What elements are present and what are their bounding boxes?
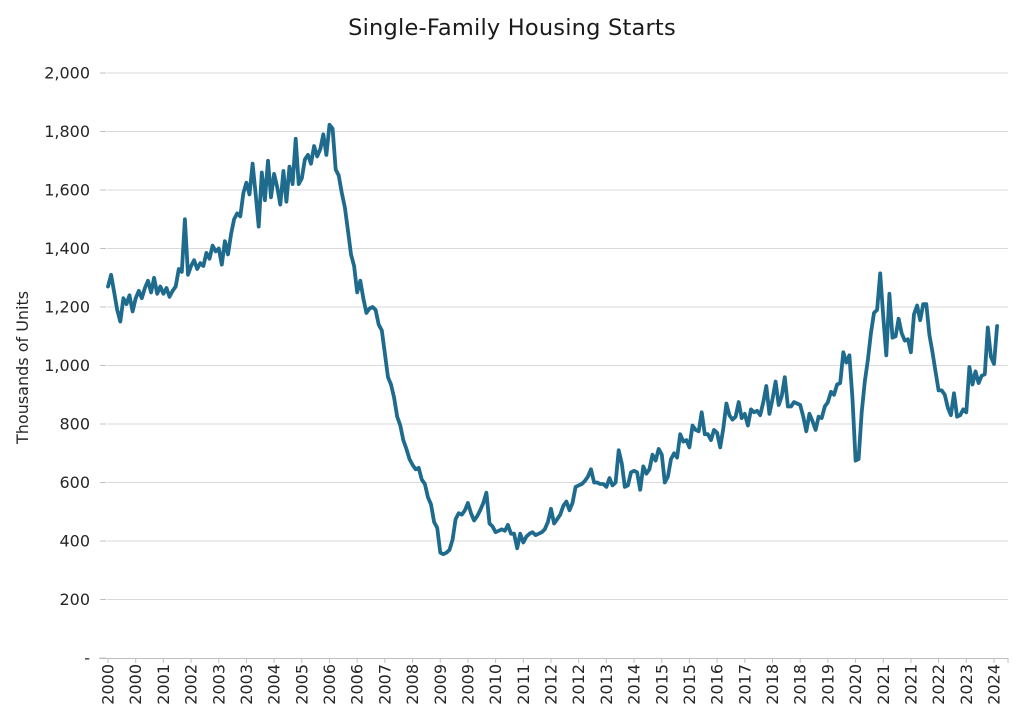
x-tick-label: 2021 [901, 664, 920, 705]
x-tick-label: 2000 [99, 664, 118, 705]
y-axis-title: Thousands of Units [13, 290, 32, 444]
x-tick-label: 2024 [985, 664, 1004, 705]
x-tick-label: 2012 [542, 664, 561, 705]
x-tick-label: 2009 [431, 664, 450, 705]
y-tick-label: 1,600 [44, 181, 90, 200]
y-tick-label: 1,200 [44, 298, 90, 317]
x-tick-label: 2008 [403, 664, 422, 705]
x-tick-label: 2002 [182, 664, 201, 705]
x-tick-label: 2003 [237, 664, 256, 705]
x-tick-label: 2015 [680, 664, 699, 705]
y-tick-label: 1,400 [44, 239, 90, 258]
x-tick-label: 2012 [569, 664, 588, 705]
x-tick-label: 2018 [791, 664, 810, 705]
x-tick-label: 2013 [597, 664, 616, 705]
y-tick-label: 200 [59, 590, 90, 609]
y-tick-label: 600 [59, 473, 90, 492]
x-tick-label: 2021 [874, 664, 893, 705]
x-tick-label: 2016 [708, 664, 727, 705]
x-tick-label: 2009 [458, 664, 477, 705]
y-tick-label: - [84, 649, 90, 668]
data-line [106, 122, 999, 557]
x-tick-label: 2006 [348, 664, 367, 705]
x-tick-label: 2011 [514, 664, 533, 705]
x-tick-label: 2014 [625, 664, 644, 705]
x-tick-label: 2018 [763, 664, 782, 705]
x-tick-label: 2017 [735, 664, 754, 705]
x-tick-label: 2000 [126, 664, 145, 705]
y-tick-label: 1,000 [44, 356, 90, 375]
chart-title: Single-Family Housing Starts [348, 15, 676, 41]
x-tick-label: 2010 [486, 664, 505, 705]
x-tick-label: 2004 [265, 664, 284, 705]
x-tick-label: 2015 [652, 664, 671, 705]
x-tick-label: 2020 [846, 664, 865, 705]
x-tick-label: 2005 [292, 664, 311, 705]
x-tick-label: 2007 [375, 664, 394, 705]
x-tick-label: 2001 [154, 664, 173, 705]
x-tick-label: 2019 [818, 664, 837, 705]
x-tick-label: 2006 [320, 664, 339, 705]
x-tick-label: 2022 [929, 664, 948, 705]
y-tick-label: 1,800 [44, 122, 90, 141]
y-tick-label: 2,000 [44, 64, 90, 83]
y-tick-label: 800 [59, 415, 90, 434]
x-tick-label: 2023 [957, 664, 976, 705]
x-tick-label: 2003 [209, 664, 228, 705]
y-tick-label: 400 [59, 532, 90, 551]
